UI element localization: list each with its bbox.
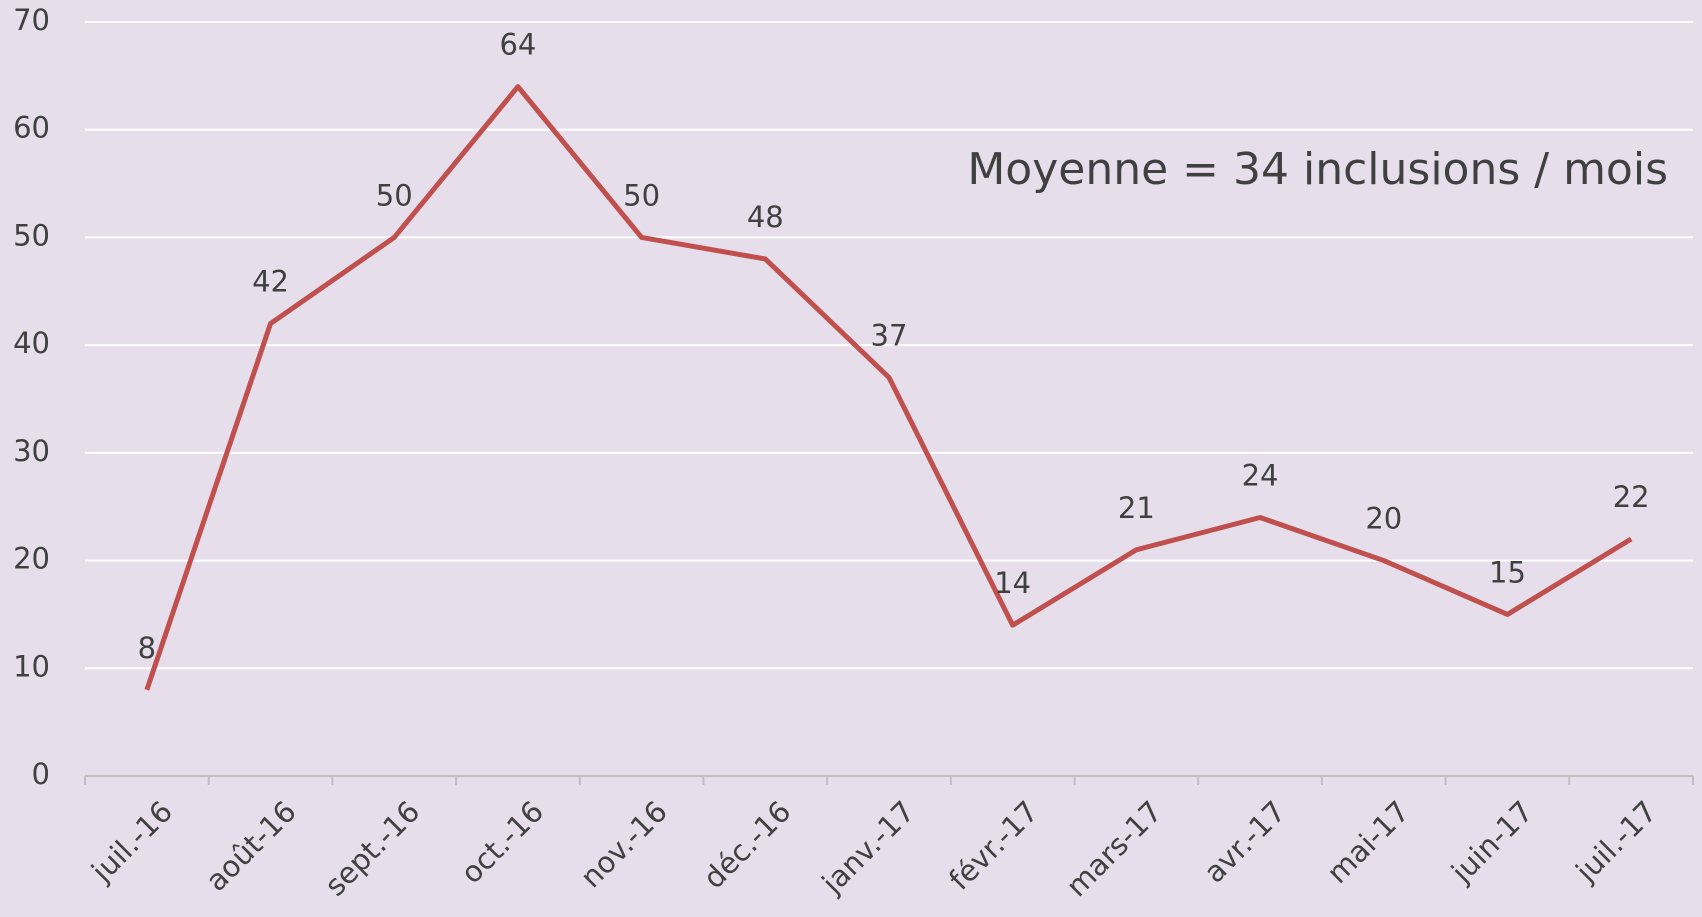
data-label: 20 (1365, 502, 1402, 536)
y-tick-label: 40 (13, 326, 50, 360)
data-label: 50 (623, 178, 660, 212)
data-label: 64 (499, 28, 536, 62)
y-tick-label: 10 (13, 649, 50, 683)
data-label: 14 (994, 566, 1031, 600)
data-label: 24 (1242, 458, 1279, 492)
y-tick-label: 70 (13, 3, 50, 37)
data-label: 42 (252, 265, 289, 299)
annotation: Moyenne = 34 inclusions / mois (967, 144, 1668, 195)
line (144, 84, 1633, 691)
data-label: 15 (1489, 555, 1526, 589)
data-label: 48 (747, 200, 784, 234)
y-tick-label: 0 (32, 757, 50, 791)
data-label: 8 (138, 631, 156, 665)
y-tick-label: 20 (13, 542, 50, 576)
y-tick-label: 60 (13, 111, 50, 145)
y-tick-label: 50 (13, 218, 50, 252)
y-tick-label: 30 (13, 434, 50, 468)
data-label: 37 (871, 318, 908, 352)
data-label: 22 (1613, 480, 1650, 514)
data-label: 50 (376, 178, 413, 212)
data-label: 21 (1118, 491, 1155, 525)
